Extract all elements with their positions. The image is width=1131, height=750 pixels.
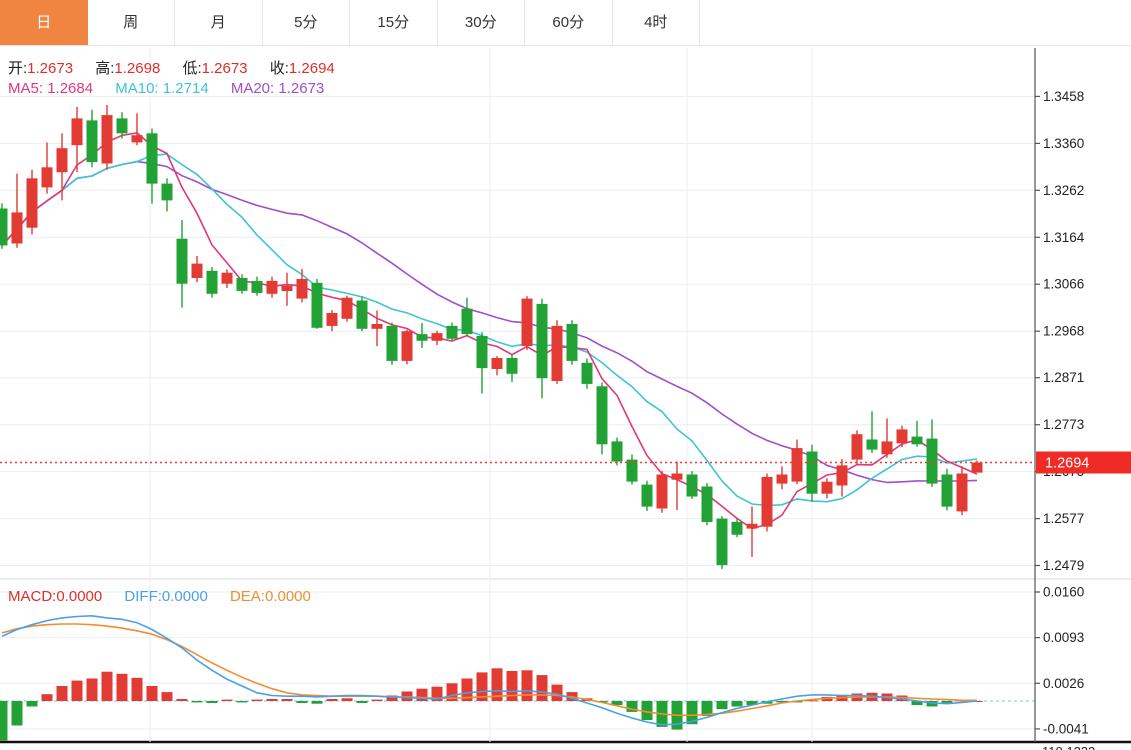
svg-text:1.3066: 1.3066 <box>1043 277 1084 292</box>
current-price-badge: 1.2694 <box>1036 451 1131 474</box>
tab-4hour[interactable]: 4时 <box>612 0 700 45</box>
macd-histogram <box>0 668 983 741</box>
dea-label: DEA: <box>229 588 265 605</box>
tab-5min[interactable]: 5分 <box>262 0 350 45</box>
svg-text:1.2968: 1.2968 <box>1043 324 1084 339</box>
macd-value: 0.0000 <box>56 588 103 605</box>
close-label: 收: <box>269 60 289 77</box>
diff-label: DIFF: <box>124 588 162 605</box>
high-label: 高: <box>95 60 115 77</box>
ma10-label: MA10: <box>115 80 159 97</box>
diff-line <box>1 614 978 726</box>
open-label: 开: <box>8 60 28 77</box>
dea-line <box>1 623 977 717</box>
svg-text:1.3262: 1.3262 <box>1043 183 1084 198</box>
svg-text:1.3458: 1.3458 <box>1043 89 1084 104</box>
ma20-label: MA20: <box>230 80 275 97</box>
high-value: 1.2698 <box>114 60 161 77</box>
svg-text:1.2479: 1.2479 <box>1043 558 1084 573</box>
svg-text:-0.0041: -0.0041 <box>1043 721 1089 736</box>
dea-value: 0.0000 <box>264 588 311 605</box>
ma20-value: 1.2673 <box>278 80 325 97</box>
svg-text:0.0093: 0.0093 <box>1043 630 1084 645</box>
tab-monthly[interactable]: 月 <box>175 0 263 45</box>
main-gridlines <box>0 48 1035 578</box>
candles-group <box>0 105 983 569</box>
tab-weekly[interactable]: 周 <box>87 0 175 45</box>
svg-text:1.2577: 1.2577 <box>1043 511 1084 526</box>
tab-60min[interactable]: 60分 <box>525 0 613 45</box>
low-value: 1.2673 <box>201 60 248 77</box>
svg-text:1.3360: 1.3360 <box>1043 136 1084 151</box>
diff-value: 0.0000 <box>161 588 208 605</box>
open-value: 1.2673 <box>27 60 74 77</box>
svg-text:1.2694: 1.2694 <box>1045 456 1089 472</box>
svg-text:1.2773: 1.2773 <box>1043 417 1084 432</box>
svg-text:1.3164: 1.3164 <box>1043 230 1085 245</box>
ohlc-readout: 开:1.2673 高:1.2698 低:1.2673 收:1.2694 <box>8 57 353 78</box>
svg-text:1.2871: 1.2871 <box>1043 370 1084 385</box>
svg-text:0.0026: 0.0026 <box>1043 676 1084 691</box>
tab-15min[interactable]: 15分 <box>350 0 438 45</box>
svg-text:0.0160: 0.0160 <box>1043 585 1084 600</box>
next-pane-partial-label: 110.1222 <box>1042 744 1095 750</box>
ma5-label: MA5: <box>8 80 44 97</box>
ma5-value: 1.2684 <box>47 80 94 97</box>
tab-30min[interactable]: 30分 <box>437 0 525 45</box>
ma10-line <box>1 153 978 507</box>
timeframe-tabs: 日周月 5分 15分 30分 60分 4时 <box>0 0 1131 46</box>
close-value: 1.2694 <box>288 60 335 77</box>
ma10-value: 1.2714 <box>162 80 209 97</box>
macd-readout: MACD:0.0000 DIFF:0.0000 DEA:0.0000 <box>8 588 329 605</box>
low-label: 低: <box>182 60 202 77</box>
axis-tick-labels: 1.3458 1.3360 1.3262 1.3164 1.3066 1.2968 1.28… <box>1035 89 1089 736</box>
ma-readout: MA5: 1.2684 MA10: 1.2714 MA20: 1.2673 <box>8 80 342 97</box>
tab-daily[interactable]: 日 <box>0 0 88 45</box>
macd-gridlines <box>0 580 1035 742</box>
macd-label: MACD: <box>8 588 57 605</box>
